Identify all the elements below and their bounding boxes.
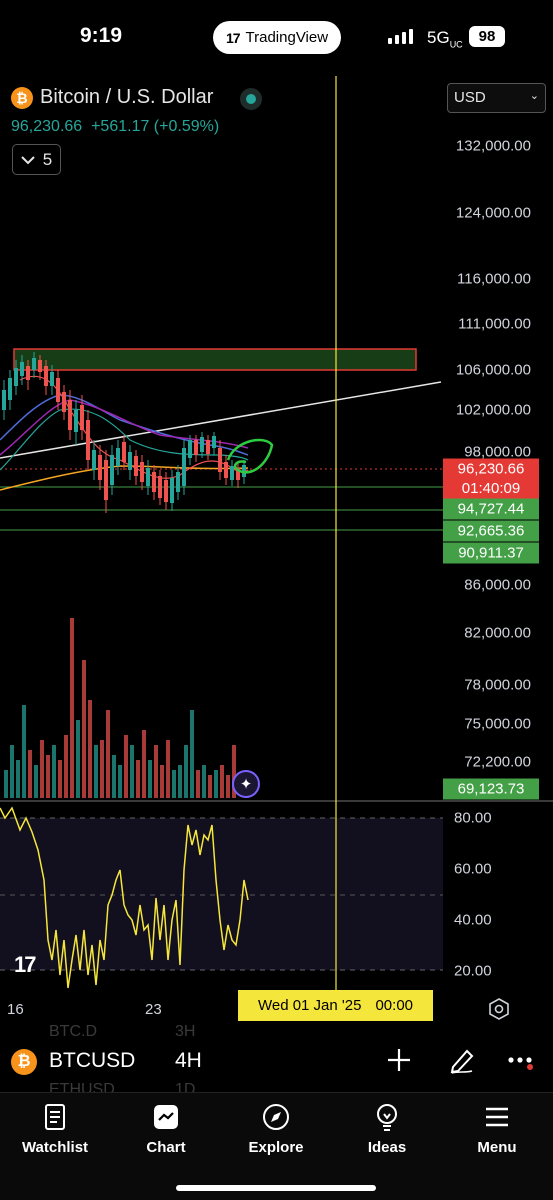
- last-price: 96,230.66: [11, 118, 83, 135]
- price-scale-label: 98,000.00: [464, 443, 531, 461]
- nav-ideas[interactable]: Ideas: [337, 1103, 437, 1156]
- lightbulb-icon: [373, 1103, 401, 1133]
- nav-watchlist[interactable]: Watchlist: [5, 1103, 105, 1156]
- drawing-annotation: [226, 438, 274, 474]
- price-scale-label: 72,200.00: [464, 753, 531, 771]
- current-price-tag: 96,230.66: [443, 458, 539, 480]
- ghost-timeframe: 3H: [175, 1023, 196, 1040]
- tradingview-watermark-icon: 17: [14, 952, 37, 977]
- symbol-button[interactable]: BTCUSD: [49, 1049, 136, 1072]
- nav-label: Watchlist: [21, 1139, 89, 1156]
- price-scale-label: 78,000.00: [464, 676, 531, 694]
- chevron-down-icon: ⌄: [529, 90, 539, 102]
- price-change: +561.17 (+0.59%): [91, 118, 220, 135]
- status-bar: 9:19 17 TradingView 5GUC 98: [0, 0, 553, 76]
- price-scale-label: 82,000.00: [464, 624, 531, 642]
- osc-line: [0, 806, 249, 989]
- price-scale-label: 86,000.00: [464, 576, 531, 594]
- ma-blue: [0, 394, 249, 456]
- plus-icon[interactable]: [385, 1046, 413, 1074]
- pair-title[interactable]: Bitcoin / U.S. Dollar: [40, 86, 214, 108]
- osc-scale-label: 40.00: [454, 911, 492, 929]
- more-icon[interactable]: [506, 1052, 536, 1072]
- candles: [2, 352, 246, 513]
- time-axis-label: 23: [145, 1001, 162, 1018]
- nav-menu[interactable]: Menu: [447, 1103, 547, 1156]
- signal-icon: [388, 28, 413, 44]
- trend-line: [0, 381, 442, 459]
- ma-purple: [0, 399, 249, 456]
- osc-scale-label: 60.00: [454, 860, 492, 878]
- price-chart[interactable]: [0, 0, 553, 1030]
- timeframe-button[interactable]: 4H: [175, 1049, 202, 1072]
- sparkle-icon[interactable]: ✦: [232, 770, 260, 798]
- bitcoin-icon: ₿: [11, 87, 33, 109]
- tradingview-pill[interactable]: 17 TradingView: [213, 21, 341, 54]
- price-scale-label: 132,000.00: [455, 137, 531, 155]
- battery-icon: 98: [469, 26, 505, 47]
- indicators-collapse-button[interactable]: 5: [12, 144, 61, 175]
- nav-label: Chart: [146, 1139, 186, 1156]
- oscillator-band: [0, 818, 443, 970]
- price-scale-label: 124,000.00: [455, 204, 531, 222]
- price-scale-label: 75,000.00: [464, 715, 531, 733]
- ma-teal: [0, 408, 249, 471]
- app-name: TradingView: [245, 29, 329, 46]
- bar-countdown: 01:40:09: [443, 477, 539, 499]
- clock: 9:19: [80, 24, 123, 47]
- osc-scale-label: 20.00: [454, 962, 492, 980]
- price-scale-label: 111,000.00: [458, 315, 531, 333]
- drawing-pen-icon[interactable]: [447, 1045, 477, 1075]
- cursor-date-tag: Wed 01 Jan '25 00:00: [238, 990, 433, 1021]
- chart-settings-icon[interactable]: [487, 997, 511, 1021]
- market-open-icon: [240, 88, 262, 110]
- chevron-down-icon: [21, 150, 35, 170]
- tradingview-logo-icon: 17: [225, 29, 241, 46]
- network-type: 5GUC: [427, 28, 463, 50]
- nav-label: Ideas: [367, 1139, 407, 1156]
- level-price-tag: 90,911.37: [443, 542, 539, 564]
- compass-icon: [262, 1103, 290, 1133]
- level-price-tag: 92,665.36: [443, 520, 539, 542]
- chart-icon: [152, 1103, 180, 1133]
- price-scale-label: 116,000.00: [457, 270, 531, 288]
- volume-bars: [4, 618, 236, 798]
- price-scale-label: 102,000.00: [455, 401, 531, 419]
- watchlist-icon: [41, 1103, 69, 1133]
- time-axis-label: 16: [7, 1001, 24, 1018]
- cursor-time: 00:00: [375, 997, 414, 1014]
- menu-icon: [483, 1103, 511, 1133]
- home-indicator[interactable]: [176, 1185, 376, 1191]
- bitcoin-icon: ₿: [11, 1049, 37, 1075]
- price-change-line: 96,230.66 +561.17 (+0.59%): [11, 118, 219, 136]
- nav-label: Menu: [477, 1139, 517, 1156]
- resistance-zone: [13, 348, 417, 371]
- cursor-date: Wed 01 Jan '25: [257, 997, 362, 1014]
- currency-select[interactable]: USD ⌄: [447, 83, 546, 113]
- currency-value: USD: [454, 89, 486, 106]
- nav-label: Explore: [248, 1139, 304, 1156]
- ghost-symbol: BTC.D: [49, 1023, 97, 1040]
- indicator-count: 5: [42, 149, 53, 169]
- nav-explore[interactable]: Explore: [226, 1103, 326, 1156]
- osc-scale-label: 80.00: [454, 809, 492, 827]
- price-scale-label: 106,000.00: [455, 361, 531, 379]
- nav-chart[interactable]: Chart: [116, 1103, 216, 1156]
- level-price-tag: 69,123.73: [443, 778, 539, 800]
- bottom-nav: Watchlist Chart Explore Ideas Menu: [0, 1092, 553, 1200]
- symbol-bar: ₿ BTCUSD 4H: [0, 1040, 553, 1084]
- level-price-tag: 94,727.44: [443, 498, 539, 520]
